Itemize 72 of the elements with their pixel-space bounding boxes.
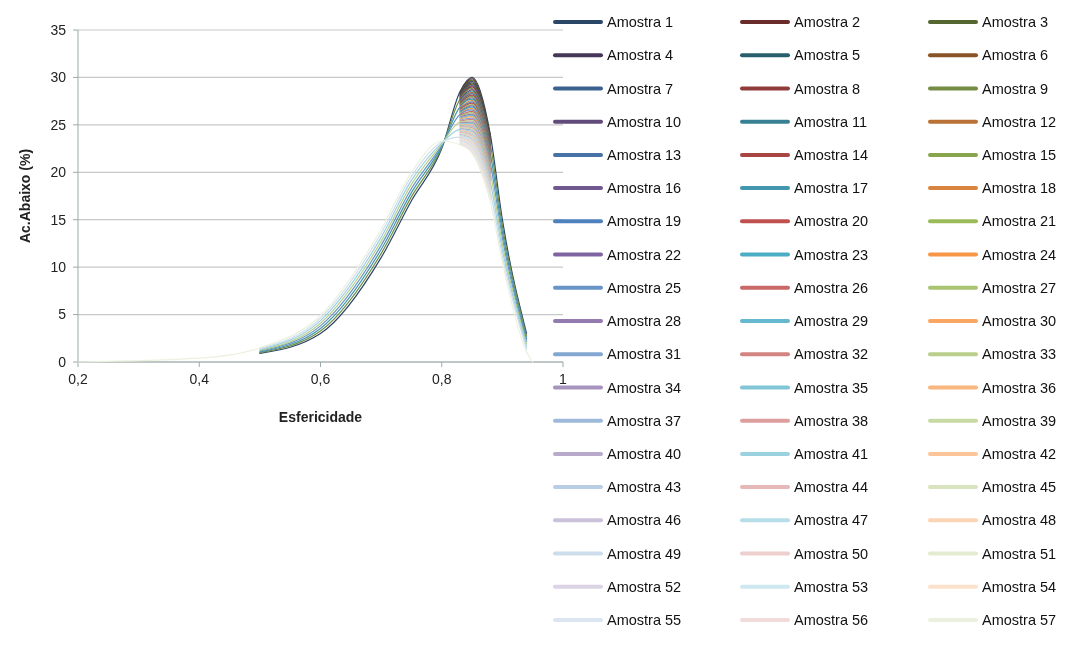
legend-label: Amostra 43 bbox=[607, 479, 682, 496]
legend-label: Amostra 40 bbox=[607, 445, 682, 462]
legend-label: Amostra 34 bbox=[607, 379, 682, 396]
legend-label: Amostra 18 bbox=[982, 180, 1057, 197]
legend-label: Amostra 29 bbox=[794, 313, 869, 330]
legend-label: Amostra 8 bbox=[794, 80, 861, 97]
legend-label: Amostra 21 bbox=[982, 213, 1057, 230]
y-tick-label: 10 bbox=[50, 259, 67, 276]
y-tick-label: 20 bbox=[50, 164, 67, 181]
x-tick-label: 1 bbox=[559, 371, 568, 387]
legend-label: Amostra 10 bbox=[607, 113, 682, 130]
legend-label: Amostra 50 bbox=[794, 545, 869, 562]
x-tick-label: 0,4 bbox=[189, 371, 210, 387]
legend-label: Amostra 5 bbox=[794, 47, 861, 64]
legend-label: Amostra 55 bbox=[607, 612, 682, 629]
legend-label: Amostra 46 bbox=[607, 512, 682, 529]
x-axis-title: Esfericidade bbox=[278, 409, 363, 425]
legend-label: Amostra 51 bbox=[982, 545, 1057, 562]
legend-label: Amostra 42 bbox=[982, 445, 1057, 462]
x-tick-label: 0,8 bbox=[432, 371, 452, 387]
y-tick-label: 25 bbox=[50, 116, 67, 133]
legend-label: Amostra 4 bbox=[607, 47, 674, 64]
legend-label: Amostra 35 bbox=[794, 379, 869, 396]
legend-label: Amostra 39 bbox=[982, 412, 1057, 429]
legend-label: Amostra 38 bbox=[794, 412, 869, 429]
legend-label: Amostra 36 bbox=[982, 379, 1057, 396]
legend-label: Amostra 27 bbox=[982, 279, 1057, 296]
legend-label: Amostra 16 bbox=[607, 180, 682, 197]
legend-label: Amostra 56 bbox=[794, 612, 869, 629]
x-tick-label: 0,6 bbox=[310, 371, 331, 387]
legend-label: Amostra 47 bbox=[794, 512, 869, 529]
legend-label: Amostra 26 bbox=[794, 279, 869, 296]
legend-label: Amostra 22 bbox=[607, 246, 682, 263]
legend-label: Amostra 7 bbox=[607, 80, 674, 97]
legend-label: Amostra 13 bbox=[607, 146, 682, 163]
y-tick-label: 0 bbox=[58, 353, 67, 370]
legend-label: Amostra 52 bbox=[607, 578, 682, 595]
y-axis-title: Ac.Abaixo (%) bbox=[17, 148, 33, 244]
legend-label: Amostra 3 bbox=[982, 14, 1049, 31]
legend-label: Amostra 11 bbox=[794, 113, 868, 130]
legend-label: Amostra 45 bbox=[982, 479, 1057, 496]
legend-label: Amostra 25 bbox=[607, 279, 682, 296]
legend-label: Amostra 6 bbox=[982, 47, 1049, 64]
legend-label: Amostra 9 bbox=[982, 80, 1049, 97]
legend-label: Amostra 53 bbox=[794, 578, 869, 595]
legend-label: Amostra 2 bbox=[794, 14, 861, 31]
y-tick-label: 15 bbox=[50, 211, 67, 228]
legend-label: Amostra 48 bbox=[982, 512, 1057, 529]
legend-label: Amostra 41 bbox=[794, 445, 869, 462]
legend-label: Amostra 19 bbox=[607, 213, 682, 230]
legend-label: Amostra 24 bbox=[982, 246, 1057, 263]
y-tick-label: 30 bbox=[50, 69, 67, 86]
legend-label: Amostra 12 bbox=[982, 113, 1057, 130]
y-tick-label: 35 bbox=[50, 21, 67, 38]
legend-label: Amostra 30 bbox=[982, 313, 1057, 330]
legend-label: Amostra 32 bbox=[794, 346, 869, 363]
y-tick-label: 5 bbox=[58, 306, 67, 323]
legend-label: Amostra 37 bbox=[607, 412, 682, 429]
legend-label: Amostra 31 bbox=[607, 346, 682, 363]
legend-label: Amostra 28 bbox=[607, 313, 682, 330]
x-tick-label: 0,2 bbox=[68, 371, 88, 387]
legend-label: Amostra 49 bbox=[607, 545, 682, 562]
legend-label: Amostra 54 bbox=[982, 578, 1057, 595]
legend-label: Amostra 1 bbox=[607, 14, 674, 31]
legend-label: Amostra 57 bbox=[982, 612, 1057, 629]
legend-label: Amostra 23 bbox=[794, 246, 869, 263]
legend-label: Amostra 33 bbox=[982, 346, 1057, 363]
legend-label: Amostra 44 bbox=[794, 479, 869, 496]
legend-label: Amostra 20 bbox=[794, 213, 869, 230]
legend-label: Amostra 17 bbox=[794, 180, 869, 197]
legend-label: Amostra 14 bbox=[794, 146, 869, 163]
legend-label: Amostra 15 bbox=[982, 146, 1057, 163]
